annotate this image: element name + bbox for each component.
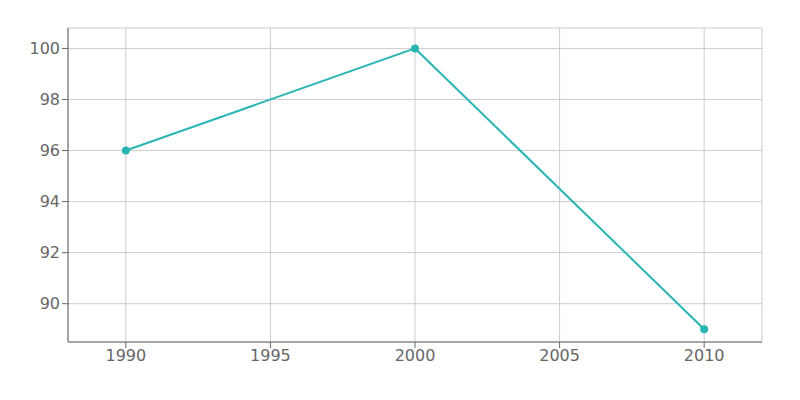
svg-text:1990: 1990 xyxy=(105,346,146,365)
svg-text:90: 90 xyxy=(40,294,60,313)
svg-text:98: 98 xyxy=(40,90,60,109)
svg-text:2005: 2005 xyxy=(539,346,580,365)
svg-text:100: 100 xyxy=(29,39,60,58)
svg-text:96: 96 xyxy=(40,141,60,160)
svg-text:2010: 2010 xyxy=(684,346,725,365)
svg-text:2000: 2000 xyxy=(395,346,436,365)
svg-text:92: 92 xyxy=(40,243,60,262)
svg-text:94: 94 xyxy=(40,192,60,211)
svg-text:1995: 1995 xyxy=(250,346,291,365)
